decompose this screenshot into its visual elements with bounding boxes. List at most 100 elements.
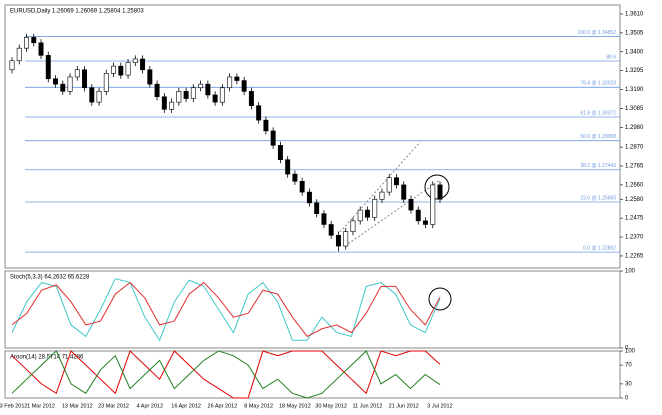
x-tick-label: 13 Mar 2012 [62,403,93,409]
candle-body [386,177,392,193]
candle-body [270,130,276,146]
y-tick-label: 1.2265 [625,254,644,260]
candle-body [234,76,240,81]
candle-body [125,62,131,76]
candle-body [263,119,269,132]
candle-body [343,231,349,247]
candle-body [430,184,436,225]
candle-body [350,220,356,232]
candle-body [437,184,443,200]
candle-body [103,73,109,92]
candle-body [24,37,29,49]
candle-body [299,180,305,193]
candle-body [408,198,414,211]
y-tick-label: 1.2660 [625,182,644,188]
candle-body [212,94,218,103]
candle-body [321,213,327,225]
candle-body [9,60,15,71]
y-tick-label: 1.3190 [625,87,644,93]
fib-label: 61.8 @ 1.30372 [580,110,616,116]
x-tick-label: 21 Jun 2012 [389,403,419,409]
fib-label: 0.0 @ 1.22862 [583,245,616,251]
candle-body [277,145,283,161]
candle-body [31,37,37,44]
channel-line [344,179,441,247]
y-tick-label: 1.3610 [625,12,644,18]
y-tick-label: 1.3400 [625,49,644,55]
y-tick-label: 1.2765 [625,164,644,170]
x-tick-label: 3 Jul 2012 [427,403,452,409]
candle-body [357,209,363,222]
panel-title: EURUSD,Daily 1.26069 1.26069 1.25804 1.2… [10,9,144,15]
indicator-line [11,350,441,399]
candle-body [176,91,182,103]
fib-label: 23.6 @ 1.25650 [580,195,616,201]
x-tick-label: 23 Feb 2012 [0,403,27,409]
candle-body [154,83,160,98]
candle-body [89,87,95,103]
candle-body [16,47,22,62]
candle-body [74,69,80,78]
candle-body [183,91,189,99]
candle-body [393,177,399,186]
y-tick-label: 100 [625,349,636,355]
candle-body [140,58,146,71]
x-tick-label: 11 Jun 2012 [353,403,383,409]
candle-body [161,96,167,110]
candle-body [285,159,291,175]
y-tick-label: 30 [625,381,632,387]
x-tick-label: 8 May 2012 [244,403,273,409]
price-panel [4,4,621,269]
candle-body [198,83,204,89]
y-tick-label: 1.3085 [625,106,644,112]
x-tick-label: 18 May 2012 [279,403,311,409]
y-tick-label: 1.2580 [625,197,644,203]
candle-body [96,91,102,103]
y-tick-label: 1.3295 [625,68,644,74]
candle-body [241,80,247,92]
stoch-panel [4,270,621,349]
candle-body [372,198,378,218]
fib-label: 100.0 @ 1.34852 [578,30,617,36]
candle-body [328,224,334,236]
x-tick-label: 30 May 2012 [315,403,347,409]
candle-body [306,191,312,204]
candle-body [219,87,225,103]
indicator-line [11,350,441,399]
candle-body [227,76,233,89]
y-tick-label: 0 [625,396,629,402]
candle-body [248,91,254,107]
candle-body [67,76,73,92]
candle-body [401,184,407,200]
y-tick-label: 1.2980 [625,125,644,131]
candle-body [60,83,66,92]
fib-label: 38.2 @ 1.27443 [580,163,616,169]
fib-label: 50.0 @ 1.29058 [580,134,616,140]
y-tick-label: 1.2475 [625,216,644,222]
x-tick-label: 16 Apr 2012 [171,403,201,409]
channel-line [339,141,421,233]
y-tick-label: 0 [625,346,629,352]
candle-body [38,42,44,56]
candle-body [169,101,175,110]
candle-body [335,234,341,247]
indicator-line [11,281,441,338]
x-tick-label: 23 Mar 2012 [98,403,129,409]
candle-body [364,209,370,218]
highlight-circle [428,287,452,311]
candle-body [205,83,211,96]
candle-body [147,69,153,85]
y-tick-label: 100 [625,269,636,275]
indicator-line [11,278,441,342]
candle-body [379,191,385,200]
fib-label: 76.4 @ 1.32023 [580,81,616,87]
candle-body [190,87,196,99]
candle-body [132,58,138,63]
candle-body [45,55,51,80]
candle-body [111,65,117,74]
y-tick-label: 1.2870 [625,145,644,151]
candle-body [256,105,262,121]
